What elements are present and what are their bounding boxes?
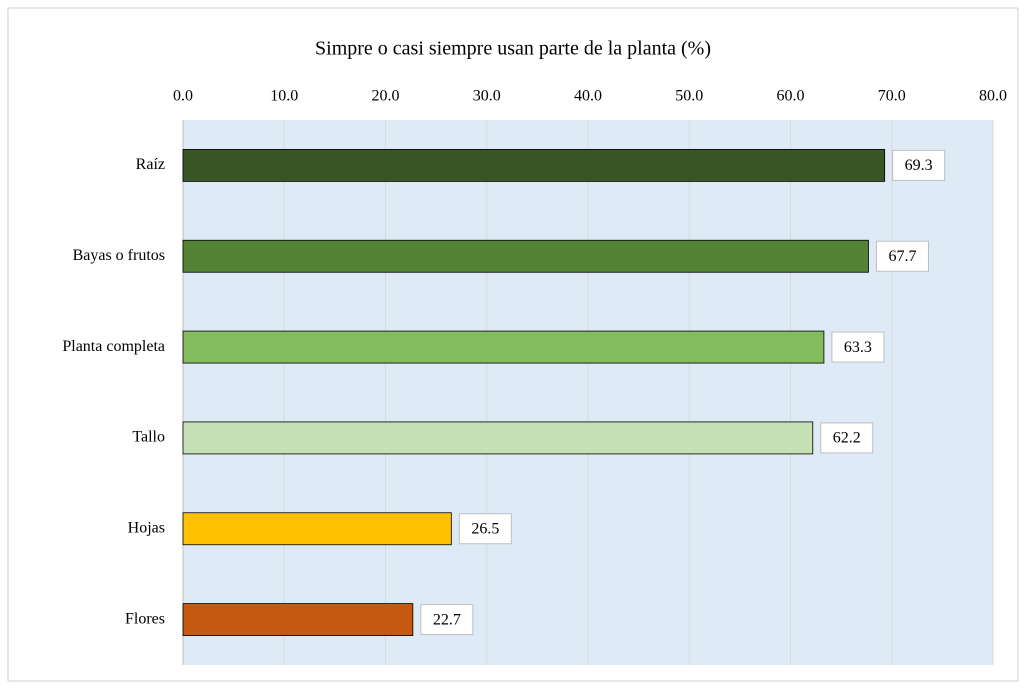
- y-tick-label: Planta completa: [62, 338, 165, 355]
- x-tick-label: 20.0: [372, 88, 400, 105]
- value-label-box: [831, 331, 885, 363]
- x-tick-label: 0.0: [173, 88, 193, 105]
- value-label: 69.3: [905, 157, 933, 174]
- x-tick-label: 60.0: [777, 88, 805, 105]
- value-label-box: [820, 422, 874, 454]
- bar: [182, 421, 814, 455]
- value-label-box: [458, 513, 512, 545]
- value-label: 62.2: [833, 430, 861, 447]
- bar: [182, 512, 452, 546]
- value-label: 67.7: [888, 248, 916, 265]
- y-tick-label: Tallo: [132, 429, 165, 446]
- value-label-box: [875, 240, 929, 272]
- value-label: 63.3: [844, 339, 872, 356]
- y-tick-label: Hojas: [128, 519, 165, 536]
- value-label-box: [892, 149, 946, 181]
- y-tick-label: Raíz: [136, 156, 165, 173]
- value-label: 26.5: [471, 520, 499, 537]
- bar: [182, 603, 414, 636]
- x-tick-label: 50.0: [675, 88, 703, 105]
- value-label-box: [420, 604, 474, 636]
- value-label: 22.7: [433, 611, 461, 628]
- x-tick-label: 40.0: [574, 88, 602, 105]
- bar: [182, 149, 886, 182]
- chart-title: Simpre o casi siempre usan parte de la p…: [315, 38, 711, 60]
- bar: [182, 330, 825, 364]
- bar: [182, 239, 869, 273]
- x-tick-label: 80.0: [979, 88, 1007, 105]
- x-tick-label: 10.0: [270, 88, 298, 105]
- y-tick-label: Bayas o frutos: [73, 247, 165, 264]
- x-tick-label: 30.0: [473, 88, 501, 105]
- y-tick-label: Flores: [125, 610, 165, 627]
- x-tick-label: 70.0: [878, 88, 906, 105]
